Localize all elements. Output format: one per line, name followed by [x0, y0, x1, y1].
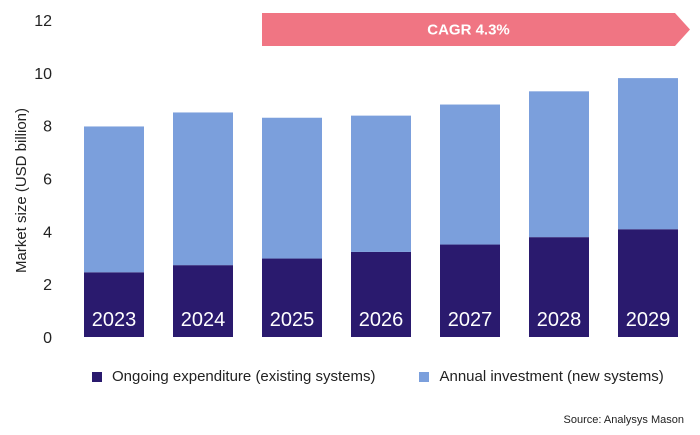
x-category-label: 2028 [537, 309, 582, 331]
legend-label-annual: Annual investment (new systems) [439, 368, 664, 385]
x-category-label: 2024 [181, 309, 226, 331]
x-category-label: 2027 [448, 309, 493, 331]
bar-annual-2024 [173, 112, 233, 266]
bar-annual-2023 [84, 126, 144, 273]
bar-ongoing-2026 [351, 251, 411, 337]
legend-item-ongoing: Ongoing expenditure (existing systems) [92, 368, 375, 385]
y-tick-label: 4 [43, 224, 52, 241]
bar-ongoing-2029 [618, 229, 678, 337]
bar-annual-2029 [618, 78, 678, 230]
cagr-label: CAGR 4.3% [427, 22, 510, 39]
bar-annual-2027 [440, 104, 500, 245]
y-tick-label: 0 [43, 330, 52, 347]
market-size-chart: 0 2 4 6 8 10 12 Market size (USD billion) 2023 20… [13, 13, 690, 347]
bar-annual-2025 [262, 117, 322, 259]
bar-ongoing-2028 [529, 237, 589, 337]
y-tick-label: 10 [34, 66, 52, 83]
cagr-arrow [262, 13, 690, 46]
bar-ongoing-2024 [173, 265, 233, 337]
bar-annual-2028 [529, 91, 589, 238]
bar-ongoing-2025 [262, 258, 322, 337]
y-tick-label: 12 [34, 13, 52, 30]
y-tick-label: 6 [43, 172, 52, 189]
x-category-label: 2029 [626, 309, 671, 331]
source-note: Source: Analysys Mason [563, 414, 684, 426]
x-category-label: 2023 [92, 309, 137, 331]
legend-swatch-annual [419, 371, 430, 382]
x-category-label: 2026 [359, 309, 404, 331]
y-tick-label: 2 [43, 277, 52, 294]
legend-item-annual: Annual investment (new systems) [419, 368, 664, 385]
y-axis-label: Market size (USD billion) [13, 108, 30, 273]
bar-annual-2026 [351, 115, 411, 252]
x-category-label: 2025 [270, 309, 315, 331]
bar-ongoing-2023 [84, 272, 144, 337]
y-tick-label: 8 [43, 119, 52, 136]
bar-ongoing-2027 [440, 244, 500, 337]
legend-swatch-ongoing [92, 371, 102, 382]
legend-label-ongoing: Ongoing expenditure (existing systems) [112, 368, 376, 385]
legend: Ongoing expenditure (existing systems) A… [92, 368, 664, 385]
